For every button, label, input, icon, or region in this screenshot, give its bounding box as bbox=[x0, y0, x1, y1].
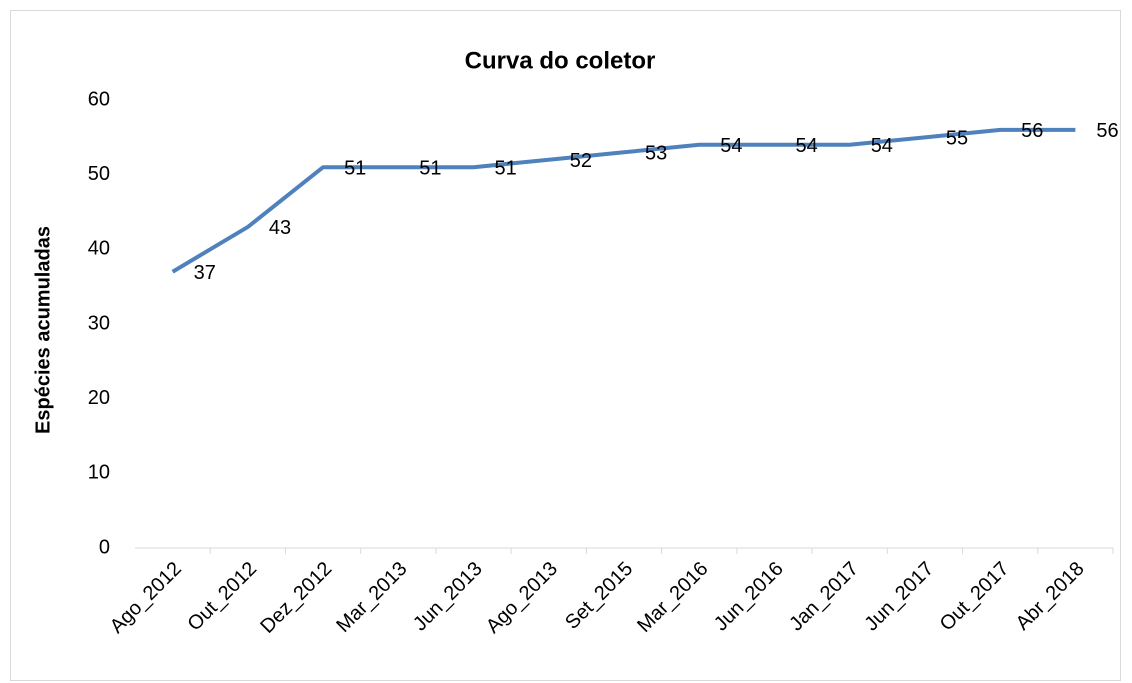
y-tick-label: 0 bbox=[99, 536, 110, 558]
y-tick-label: 10 bbox=[88, 462, 110, 484]
y-tick-label: 40 bbox=[88, 238, 110, 260]
x-tick-label: Set_2015 bbox=[561, 558, 637, 634]
data-label: 51 bbox=[344, 157, 366, 179]
x-tick-label: Ago_2012 bbox=[106, 558, 186, 638]
y-tick-label: 20 bbox=[88, 387, 110, 409]
data-label: 56 bbox=[1096, 120, 1118, 142]
data-label: 52 bbox=[570, 150, 592, 172]
y-axis-label: Espécies acumuladas bbox=[32, 226, 54, 434]
x-tick-label: Out_2017 bbox=[936, 558, 1014, 636]
data-label: 37 bbox=[194, 262, 216, 284]
x-tick-label: Jun_2017 bbox=[860, 558, 938, 636]
y-tick-label: 60 bbox=[88, 88, 110, 110]
data-line bbox=[171, 127, 1076, 274]
x-tick-label: Mar_2016 bbox=[633, 558, 712, 637]
data-label: 43 bbox=[269, 217, 291, 239]
data-label: 51 bbox=[495, 157, 517, 179]
x-tick-label: Abr_2018 bbox=[1012, 558, 1089, 635]
data-label: 54 bbox=[720, 135, 742, 157]
data-label: 56 bbox=[1021, 120, 1043, 142]
chart-title: Curva do coletor bbox=[465, 47, 656, 74]
chart-border bbox=[10, 10, 1121, 681]
x-tick-label: Jun_2013 bbox=[409, 558, 487, 636]
x-tick-label: Jun_2016 bbox=[710, 558, 788, 636]
x-tick-label: Jan_2017 bbox=[785, 558, 863, 636]
x-tick-label: Out_2012 bbox=[183, 558, 261, 636]
data-label: 54 bbox=[871, 135, 893, 157]
y-tick-label: 30 bbox=[88, 312, 110, 334]
x-tick-label: Ago_2013 bbox=[482, 558, 562, 638]
y-tick-label: 50 bbox=[88, 163, 110, 185]
data-label: 54 bbox=[795, 135, 817, 157]
data-label: 51 bbox=[419, 157, 441, 179]
data-label: 53 bbox=[645, 143, 667, 165]
data-label: 55 bbox=[946, 128, 968, 150]
x-tick-label: Mar_2013 bbox=[332, 558, 411, 637]
x-tick-label: Dez_2012 bbox=[256, 558, 336, 638]
